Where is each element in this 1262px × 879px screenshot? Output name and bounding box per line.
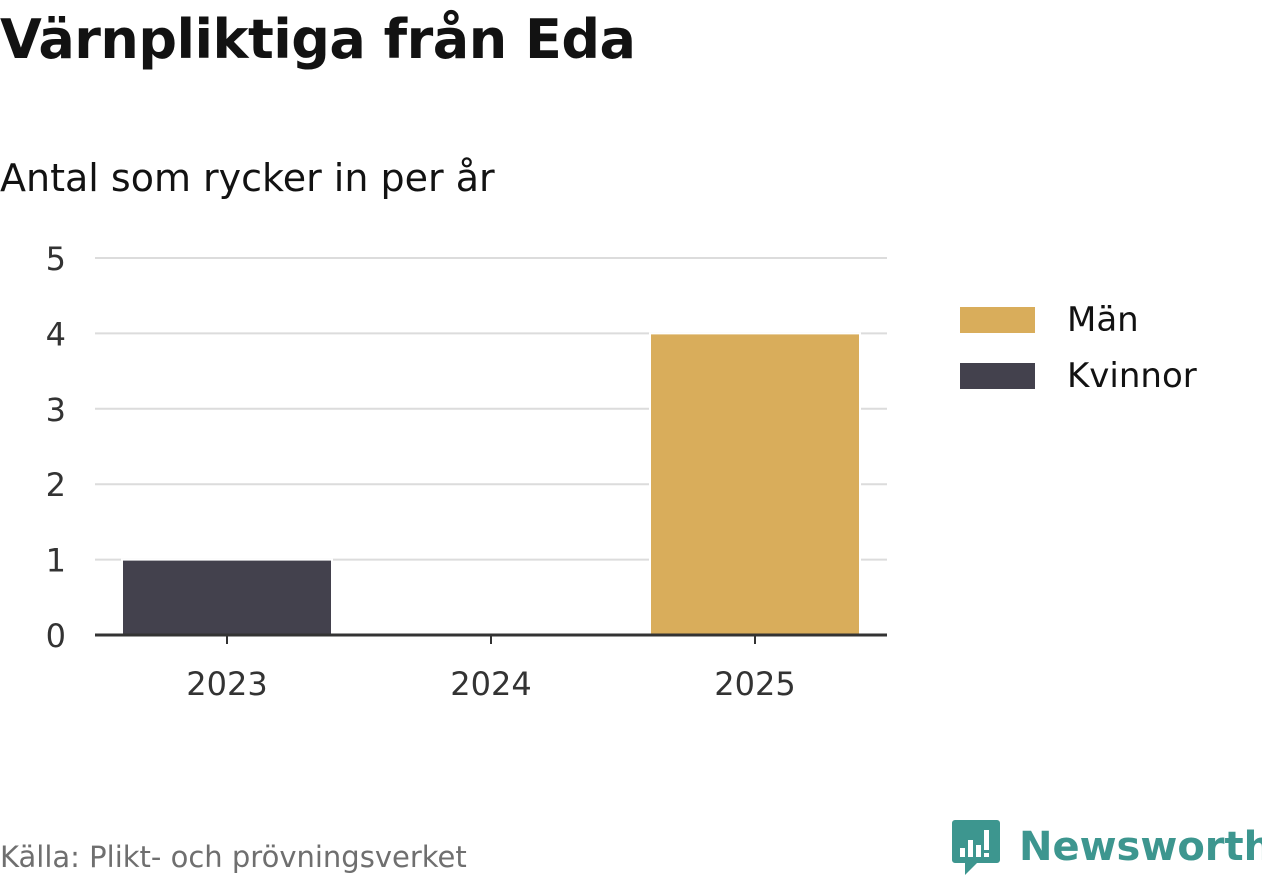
chart-subtitle: Antal som rycker in per år	[0, 156, 495, 200]
y-tick-label: 4	[46, 315, 66, 353]
legend-label: Kvinnor	[1067, 356, 1197, 396]
x-tick-label: 2023	[186, 665, 267, 703]
x-tick-label: 2025	[714, 665, 795, 703]
bars	[121, 332, 861, 637]
legend: Män Kvinnor	[960, 292, 1197, 404]
brand-name: Newsworthy	[1019, 824, 1262, 870]
legend-item: Kvinnor	[960, 348, 1197, 404]
x-tick-label: 2024	[450, 665, 531, 703]
newsworthy-logo-icon	[952, 820, 1000, 875]
source-note: Källa: Plikt- och prövningsverket	[0, 840, 467, 874]
legend-label: Män	[1067, 300, 1139, 340]
y-tick-label: 2	[46, 466, 66, 504]
legend-item: Män	[960, 292, 1197, 348]
bar-chart: 0 1 2 3 4 5 2023 2024 2025	[46, 240, 887, 703]
bar-kvinnor-2023	[121, 558, 333, 637]
y-tick-label: 5	[46, 240, 66, 278]
chart-title: Värnpliktiga från Eda	[0, 8, 636, 71]
axes: 0 1 2 3 4 5 2023 2024 2025	[46, 240, 887, 703]
legend-swatch	[960, 363, 1035, 389]
y-tick-label: 0	[46, 617, 66, 655]
legend-swatch	[960, 307, 1035, 333]
brand-logo: Newsworthy	[951, 818, 1262, 876]
y-tick-label: 1	[46, 542, 66, 580]
y-tick-label: 3	[46, 391, 66, 429]
bar-män-2025	[649, 332, 861, 637]
